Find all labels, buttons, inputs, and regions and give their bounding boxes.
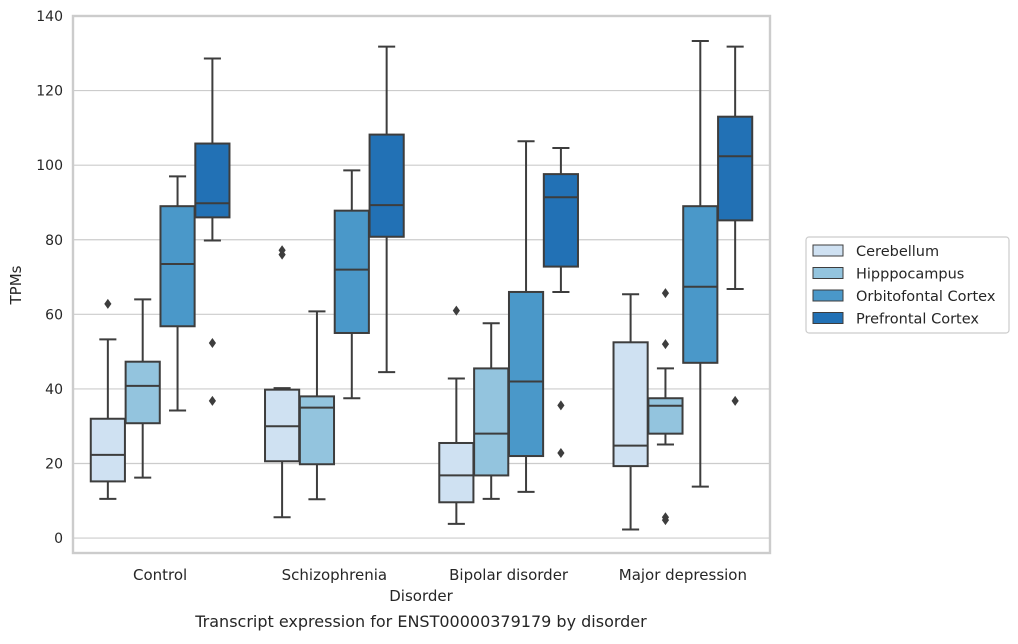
x-tick-label: Control	[133, 566, 187, 584]
box-prefrontal-cortex-2	[542, 147, 579, 459]
box-iqr	[89, 417, 126, 483]
x-tick-label: Bipolar disorder	[449, 566, 569, 584]
y-tick-label: 40	[45, 382, 63, 398]
box-prefrontal-cortex-1	[368, 45, 405, 374]
outlier-point	[661, 339, 670, 350]
box-iqr	[507, 290, 545, 458]
box-iqr	[612, 341, 649, 468]
y-tick-label: 120	[36, 84, 63, 100]
box-prefrontal-cortex-3	[717, 45, 754, 406]
legend-label: Orbitofontal Cortex	[856, 289, 996, 305]
box-hipppocampus-2	[473, 322, 510, 500]
y-tick-label: 100	[36, 158, 63, 174]
outlier-point	[661, 512, 670, 523]
box-iqr	[298, 395, 336, 466]
box-hipppocampus-3	[647, 288, 684, 526]
box-iqr	[647, 397, 684, 435]
box-iqr	[682, 205, 719, 364]
legend-label: Cerebellum	[856, 244, 939, 260]
outlier-point	[731, 395, 739, 406]
box-iqr	[438, 441, 475, 504]
box-cerebellum-0	[89, 298, 126, 500]
legend-label: Hipppocampus	[856, 267, 964, 283]
box-cerebellum-1	[264, 245, 301, 519]
x-tick-label: Schizophrenia	[282, 566, 387, 584]
legend: Cerebellum Hipppocampus Orbitofontal Corte…	[805, 236, 1010, 334]
x-axis-title: Disorder	[389, 587, 453, 605]
outlier-point	[278, 245, 286, 256]
box-iqr	[717, 115, 754, 222]
axis-layer: 0 20 40 60 80 100 120 140 Control Schizophrenia Bi…	[36, 9, 772, 584]
box-iqr	[194, 142, 231, 219]
y-tick-label: 140	[36, 9, 63, 25]
plot-frame	[71, 14, 772, 555]
box-iqr	[124, 360, 161, 425]
box-orbitofontal-cortex-1	[333, 169, 370, 400]
box-cerebellum-3	[612, 293, 649, 531]
legend-label: Prefrontal Cortex	[856, 312, 979, 328]
box-iqr	[473, 367, 510, 477]
box-cerebellum-2	[438, 305, 475, 525]
box-iqr	[333, 209, 370, 334]
box-hipppocampus-1	[298, 310, 336, 501]
outlier-point	[452, 305, 460, 316]
outlier-point	[557, 448, 565, 459]
legend-swatch	[812, 312, 844, 324]
legend-frame	[805, 236, 1010, 334]
box-prefrontal-cortex-0	[194, 57, 231, 406]
box-hipppocampus-0	[124, 298, 161, 479]
y-tick-label: 20	[45, 457, 63, 473]
y-axis-title: TPMs	[7, 265, 25, 305]
y-tick-label: 0	[54, 531, 63, 547]
outlier-point	[208, 395, 216, 406]
plot-layer	[89, 39, 754, 531]
outlier-point	[104, 298, 112, 309]
y-tick-label: 60	[45, 307, 63, 323]
box-iqr	[542, 173, 579, 268]
box-iqr	[159, 205, 196, 328]
box-orbitofontal-cortex-3	[682, 39, 719, 488]
box-orbitofontal-cortex-2	[507, 140, 545, 493]
legend-swatch	[812, 289, 844, 302]
box-iqr	[368, 133, 405, 238]
outlier-point	[557, 400, 565, 411]
chart-title: Transcript expression for ENST0000037917…	[194, 612, 647, 631]
legend-swatch	[812, 267, 844, 279]
y-tick-label: 80	[45, 233, 63, 249]
x-tick-label: Major depression	[619, 566, 747, 584]
legend-swatch	[812, 244, 844, 257]
outlier-point	[661, 288, 670, 299]
outlier-point	[208, 338, 216, 349]
box-orbitofontal-cortex-0	[159, 175, 196, 412]
